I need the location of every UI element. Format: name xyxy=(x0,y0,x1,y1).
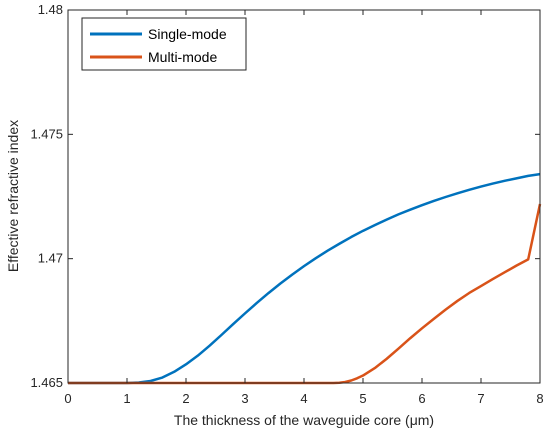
y-tick-label: 1.47 xyxy=(38,251,63,266)
legend: Single-mode Multi-mode xyxy=(81,17,247,71)
x-tick-label: 6 xyxy=(418,391,425,406)
y-axis: 1.465 1.47 1.475 1.48 xyxy=(30,2,540,390)
y-tick-label: 1.465 xyxy=(30,375,63,390)
legend-box xyxy=(81,17,247,71)
series-line-multi-mode xyxy=(68,203,542,385)
x-axis: 0 1 2 3 4 5 6 7 8 xyxy=(64,10,544,406)
x-tick-label: 5 xyxy=(359,391,366,406)
x-tick-label: 8 xyxy=(536,391,543,406)
y-tick-label: 1.475 xyxy=(30,126,63,141)
x-tick-label: 4 xyxy=(300,391,307,406)
x-tick-label: 2 xyxy=(182,391,189,406)
y-tick-label: 1.48 xyxy=(38,2,63,17)
x-tick-label: 1 xyxy=(123,391,130,406)
x-axis-title: The thickness of the waveguide core (μm) xyxy=(174,412,434,428)
x-tick-label: 7 xyxy=(477,391,484,406)
x-tick-label: 3 xyxy=(241,391,248,406)
series-layer xyxy=(68,172,542,385)
y-axis-title: Effective refractive index xyxy=(5,120,21,272)
x-tick-label: 0 xyxy=(64,391,71,406)
legend-label-single-mode: Single-mode xyxy=(148,26,227,42)
legend-label-multi-mode: Multi-mode xyxy=(148,49,217,65)
series-line-single-mode xyxy=(68,172,541,385)
plot-background xyxy=(68,10,540,383)
